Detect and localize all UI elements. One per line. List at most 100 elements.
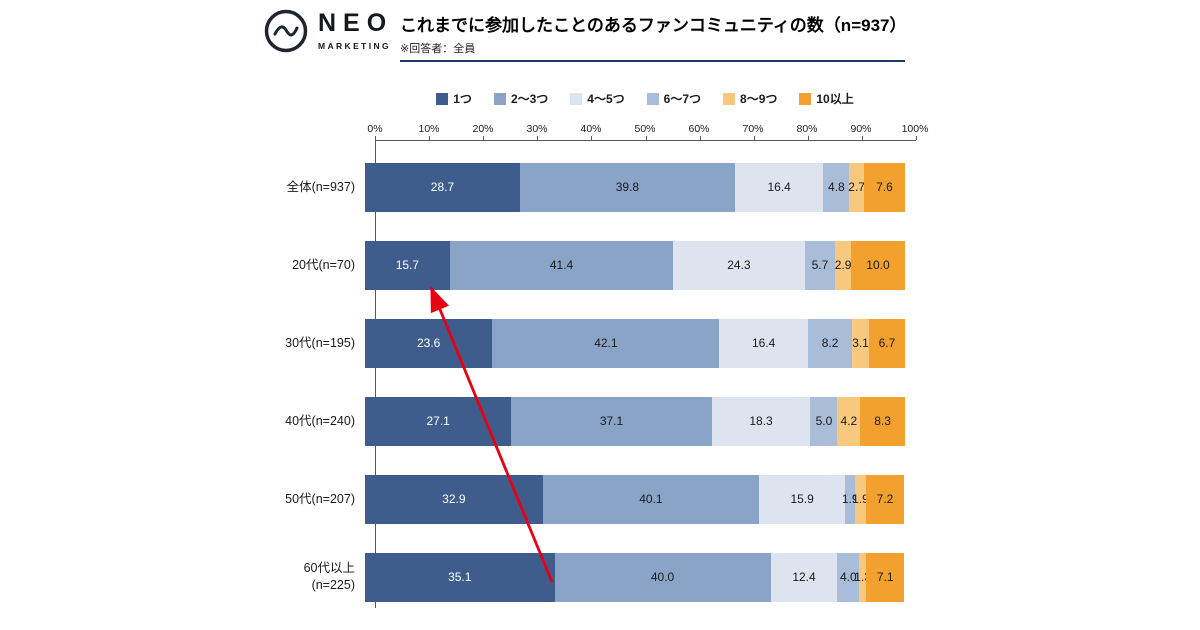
segment-value: 7.6 (876, 180, 893, 194)
legend-label: 6～7つ (663, 92, 702, 106)
category-label: 全体(n=937) (286, 179, 355, 194)
x-axis-label: 100% (901, 123, 929, 135)
legend-swatch (436, 92, 449, 105)
x-axis-label: 50% (634, 123, 656, 135)
segment-value: 6.7 (878, 336, 896, 350)
segment-value: 42.1 (594, 336, 618, 350)
x-axis-tick (916, 136, 917, 140)
x-axis-line (375, 136, 917, 141)
x-axis-tick (645, 136, 647, 140)
segment-value: 1.9 (841, 492, 859, 506)
bar-segment: 40.1 (542, 474, 760, 524)
x-axis-label: 20% (472, 123, 494, 135)
segment-value: 40.0 (650, 570, 675, 584)
bar-segment: 4.2 (837, 396, 861, 446)
segment-value: 7.1 (876, 570, 894, 584)
segment-value: 2.7 (848, 180, 865, 194)
bar-segment: 18.3 (711, 396, 811, 446)
x-axis-tick (429, 136, 431, 140)
bar-segment: 5.7 (804, 240, 836, 290)
bar-segment: 5.0 (810, 396, 838, 446)
segment-value: 41.4 (549, 258, 574, 272)
bar-segment: 7.1 (866, 552, 905, 602)
chart-row: 40代(n=240) 27.1 37.1 18.3 5.0 4.2 8.3 (165, 382, 915, 460)
category-label: 60代以上 (n=225) (303, 561, 355, 592)
x-axis-tick (861, 136, 863, 140)
stacked-bar: 32.9 40.1 15.9 1.9 1.9 7.2 (365, 474, 905, 524)
legend-item: 4～5つ (570, 90, 625, 107)
logo-subtitle: MARKETING (318, 41, 392, 51)
segment-value: 7.2 (876, 492, 894, 506)
segment-value: 16.4 (767, 180, 791, 194)
segment-value: 39.8 (615, 180, 640, 194)
segment-value: 40.1 (639, 492, 663, 506)
bar-segment: 23.6 (365, 318, 493, 368)
bar-segment: 7.2 (865, 474, 905, 524)
legend-label: 8～9つ (740, 92, 778, 106)
bar-segment: 32.9 (365, 474, 543, 524)
legend-item: 10以上 (799, 90, 854, 107)
chart-subtitle: ※回答者：全員 (400, 43, 476, 55)
bar-segment: 12.4 (770, 552, 838, 602)
bar-segment: 41.4 (449, 240, 674, 290)
logo-name: NEO (318, 9, 394, 37)
category-label: 30代(n=195) (285, 335, 355, 350)
x-axis-label: 0% (367, 123, 383, 135)
legend-label: 10以上 (816, 92, 854, 106)
legend-swatch (799, 92, 812, 105)
category-label: 20代(n=70) (292, 257, 355, 272)
bar-segment: 1.3 (854, 552, 871, 602)
bar-segment: 8.2 (807, 318, 853, 368)
legend-item: 1つ (436, 90, 472, 107)
segment-value: 4.2 (840, 414, 858, 428)
bar-segment: 40.0 (554, 552, 771, 602)
bar-segment: 2.9 (835, 240, 851, 290)
segment-value: 15.9 (790, 492, 814, 506)
chart-row: 60代以上 (n=225) 35.1 40.0 12.4 4.0 1.3 7.1 (165, 538, 915, 616)
x-axis-tick (537, 136, 539, 140)
category-label: 50代(n=207) (285, 491, 355, 506)
segment-value: 4.0 (839, 570, 857, 584)
bar-segment: 27.1 (365, 396, 512, 446)
bar-segment: 3.1 (852, 318, 869, 368)
segment-value: 24.3 (727, 258, 751, 272)
x-axis-tick (753, 136, 755, 140)
bar-segment: 10.0 (850, 240, 905, 290)
x-axis-label: 90% (850, 123, 872, 135)
legend-label: 4～5つ (587, 92, 625, 106)
bar-segment: 4.0 (837, 552, 860, 602)
legend-label: 1つ (453, 92, 472, 106)
bar-segment: 16.4 (719, 318, 808, 368)
x-axis-tick (375, 136, 376, 140)
stacked-bar: 27.1 37.1 18.3 5.0 4.2 8.3 (365, 396, 905, 446)
x-axis-label: 10% (418, 123, 440, 135)
x-axis-label: 60% (688, 123, 710, 135)
stacked-bar: 35.1 40.0 12.4 4.0 1.3 7.1 (365, 552, 905, 602)
x-axis-label: 40% (580, 123, 602, 135)
x-axis-tick (591, 136, 593, 140)
legend-item: 2～3つ (493, 90, 549, 107)
segment-value: 4.8 (828, 180, 845, 194)
stacked-bar: 15.7 41.4 24.3 5.7 2.9 10.0 (365, 240, 905, 290)
bar-segment: 4.8 (823, 162, 850, 212)
legend-swatch (493, 92, 506, 105)
chart-row: 30代(n=195) 23.6 42.1 16.4 8.2 3.1 6.7 (165, 304, 915, 382)
chart-title: これまでに参加したことのあるファンコミュニティの数（n=937） (400, 16, 907, 35)
bar-segment: 15.9 (759, 474, 846, 524)
bar-segment: 37.1 (511, 396, 712, 446)
segment-value: 27.1 (426, 414, 450, 428)
chart-row: 50代(n=207) 32.9 40.1 15.9 1.9 1.9 7.2 (165, 460, 915, 538)
chart-row: 20代(n=70) 15.7 41.4 24.3 5.7 2.9 10.0 (165, 226, 915, 304)
segment-value: 23.6 (416, 336, 441, 350)
legend-label: 2～3つ (510, 92, 549, 106)
segment-value: 16.4 (752, 336, 776, 350)
segment-value: 18.3 (749, 414, 773, 428)
stacked-bar: 28.7 39.8 16.4 4.8 2.7 7.6 (365, 162, 905, 212)
x-axis-tick (483, 136, 485, 140)
segment-value: 1.9 (852, 492, 869, 506)
segment-value: 3.1 (852, 336, 869, 350)
bar-segment: 39.8 (519, 162, 735, 212)
stacked-bar: 23.6 42.1 16.4 8.2 3.1 6.7 (365, 318, 905, 368)
legend: 1つ 2～3つ 4～5つ 6～7つ 8～9つ 10以上 (375, 90, 915, 107)
